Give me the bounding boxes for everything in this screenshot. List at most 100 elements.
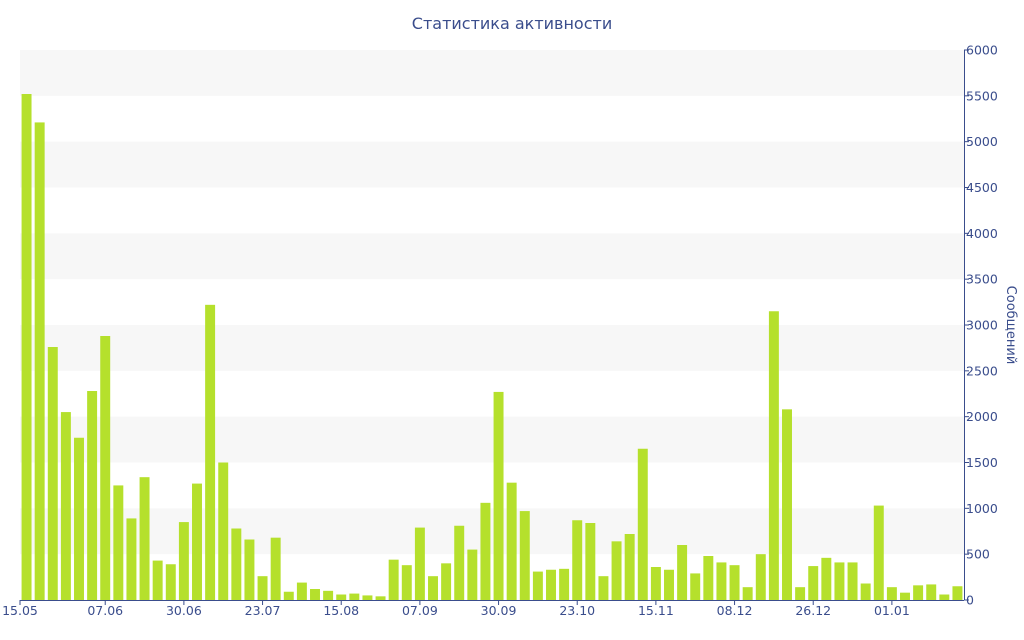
y-tick-label: 5000 [966,134,998,149]
bar[interactable] [519,511,530,600]
y-tick-label: 4500 [966,180,998,195]
bar[interactable] [205,304,216,600]
grid-bands [20,50,964,555]
bar[interactable] [375,596,386,600]
x-tick-label: 08.12 [717,603,753,618]
bar[interactable] [323,590,334,600]
x-tick-label: 07.06 [87,603,123,618]
x-tick-label: 26.12 [795,603,831,618]
bar[interactable] [467,549,478,600]
y-tick-label: 2000 [966,409,998,424]
y-tick-label: 2500 [966,363,998,378]
bar[interactable] [742,587,753,600]
bar[interactable] [664,569,674,600]
bar[interactable] [546,569,556,600]
bar[interactable] [60,412,71,600]
grid-band [20,508,964,555]
x-tick-label: 15.11 [638,603,674,618]
bar[interactable] [454,525,465,600]
bar[interactable] [821,557,832,600]
y-axis-label: Сообщений [1003,286,1018,365]
bar[interactable] [428,576,438,600]
bar[interactable] [926,584,937,600]
grid-band [20,416,964,463]
bar[interactable] [401,565,412,600]
x-tick-label: 15.08 [323,603,359,618]
bar[interactable] [900,592,910,600]
bar[interactable] [559,568,570,600]
bar[interactable] [34,122,45,601]
bar[interactable] [414,527,425,600]
grid-band [20,233,964,280]
bar[interactable] [572,520,583,600]
x-tick-label: 01.01 [874,603,910,618]
bar[interactable] [782,409,792,600]
bar[interactable] [165,564,176,600]
bar[interactable] [532,571,543,600]
bar[interactable] [74,437,84,600]
bar[interactable] [637,448,648,600]
bar[interactable] [860,583,871,601]
bar[interactable] [310,589,320,600]
bar[interactable] [21,94,32,600]
bar[interactable] [441,563,452,600]
bar[interactable] [113,485,124,600]
bar[interactable] [729,565,740,600]
y-tick-label: 3500 [966,272,998,287]
bar[interactable] [873,505,884,600]
grid-band [20,50,964,96]
bar[interactable] [362,595,373,600]
grid-band [20,141,964,188]
bar[interactable] [152,560,163,600]
x-tick-label: 15.05 [2,603,38,618]
bar[interactable] [87,391,98,600]
bar[interactable] [624,534,635,600]
bar[interactable] [480,502,491,600]
bar[interactable] [585,523,596,600]
y-tick-label: 5500 [966,88,998,103]
bar[interactable] [703,556,714,600]
bar[interactable] [139,477,150,600]
bar[interactable] [677,545,688,600]
bar[interactable] [388,559,399,600]
x-tick-label: 30.09 [481,603,517,618]
bar[interactable] [192,483,202,600]
bar[interactable] [952,586,963,600]
bar[interactable] [336,594,347,601]
bar[interactable] [847,562,858,600]
bar[interactable] [913,585,924,600]
bar[interactable] [231,528,242,601]
x-tick-label: 23.07 [245,603,281,618]
bar[interactable] [178,522,189,600]
bar[interactable] [296,582,307,600]
y-tick-label: 1500 [966,455,998,470]
bar[interactable] [611,541,622,600]
bar[interactable] [270,537,281,600]
chart-title: Статистика активности [411,14,613,33]
bar[interactable] [506,482,517,600]
bar[interactable] [47,347,58,600]
bar[interactable] [493,391,504,600]
bar[interactable] [795,587,806,600]
bar[interactable] [650,567,661,600]
bar[interactable] [349,593,360,600]
x-tick-label: 30.06 [166,603,202,618]
bar[interactable] [755,554,766,600]
bar[interactable] [768,311,779,600]
bar[interactable] [690,573,701,600]
bar[interactable] [100,336,111,600]
bar[interactable] [218,462,229,601]
bar[interactable] [939,594,950,601]
bar[interactable] [598,576,609,600]
y-axis-ticks: 0 500 1000 1500 2000 2500 3000 3500 4000 4500 5000… [964,43,998,608]
bar[interactable] [244,539,255,601]
bar[interactable] [716,562,727,600]
y-tick-label: 6000 [966,43,998,58]
bar[interactable] [283,591,294,600]
bar[interactable] [808,566,819,600]
bar[interactable] [886,587,897,600]
bar[interactable] [257,576,268,600]
bar[interactable] [834,562,845,600]
bar[interactable] [126,518,137,600]
